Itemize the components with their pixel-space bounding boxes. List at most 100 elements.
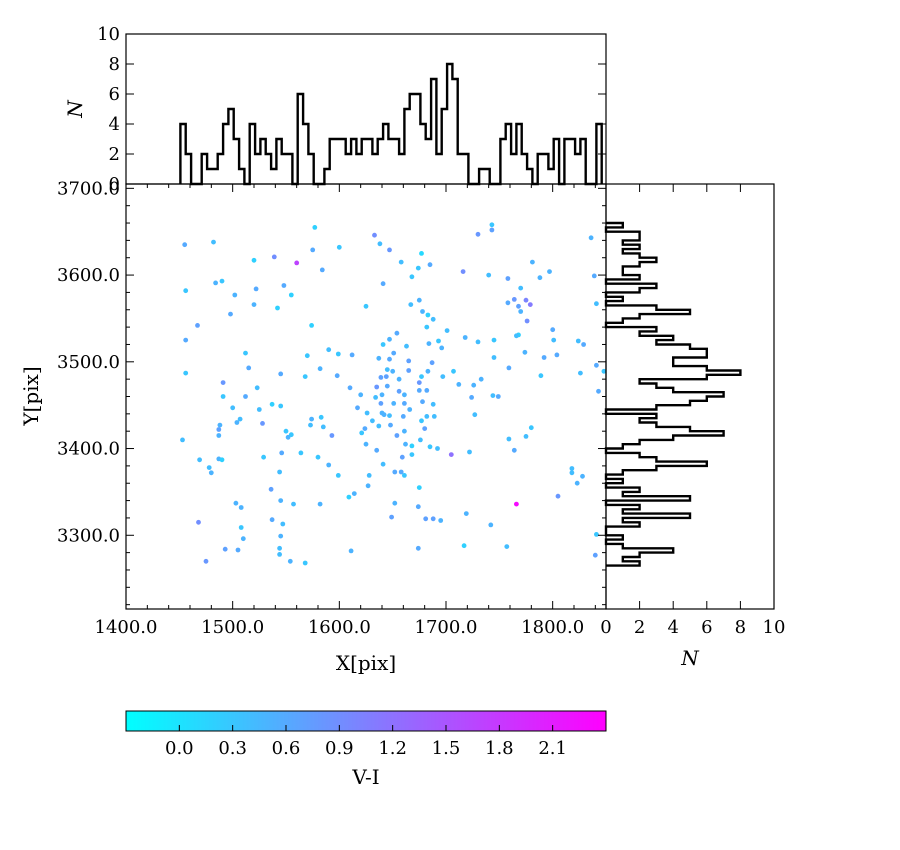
scatter-point: [594, 532, 599, 537]
top-histogram-y-tick-label: 4: [109, 114, 120, 135]
scatter-point: [376, 355, 382, 361]
scatter-point: [302, 560, 308, 566]
top-histogram-y-tick-label: 6: [109, 84, 120, 105]
scatter-point: [364, 410, 370, 416]
scatter-point: [506, 436, 512, 442]
scatter-point: [423, 516, 429, 522]
scatter-point: [491, 355, 497, 360]
scatter-point: [398, 469, 404, 475]
scatter-point: [336, 244, 342, 250]
scatter-point: [391, 350, 397, 356]
scatter-point: [383, 374, 389, 379]
scatter-point: [594, 301, 599, 307]
scatter-point: [403, 441, 408, 447]
scatter-point: [575, 338, 581, 344]
scatter-point: [182, 242, 188, 248]
scatter-point: [380, 281, 386, 287]
scatter-point: [351, 491, 357, 496]
scatter-point: [317, 501, 323, 507]
top-histogram-y-ticks: 0 2 4 6 8 10: [97, 24, 606, 195]
scatter-point: [424, 388, 430, 393]
scatter-point: [222, 546, 228, 552]
scatter-point: [429, 360, 435, 366]
scatter-point: [415, 545, 421, 551]
scatter-point: [416, 380, 422, 385]
scatter-point: [490, 393, 496, 398]
right-histogram-panel: 0 2 4 6 8 10 N: [600, 183, 785, 670]
scatter-point: [554, 352, 560, 358]
scatter-point: [440, 374, 446, 379]
scatter-point: [279, 450, 285, 456]
scatter-point: [523, 297, 529, 303]
scatter-point: [216, 433, 222, 438]
scatter-point: [261, 454, 266, 460]
scatter-point: [310, 247, 316, 253]
scatter-point: [277, 545, 282, 551]
scatter-y-tick-label: 3400.0: [57, 439, 120, 460]
scatter-point: [456, 382, 462, 387]
scatter-point: [402, 401, 407, 406]
scatter-point: [268, 486, 274, 492]
scatter-point: [471, 382, 477, 388]
scatter-point: [317, 366, 323, 372]
scatter-point: [235, 547, 241, 553]
scatter-point: [280, 521, 286, 527]
scatter-point: [537, 275, 543, 281]
scatter-point: [384, 383, 390, 389]
scatter-point: [516, 303, 521, 309]
scatter-x-tick-label: 1400.0: [95, 617, 158, 638]
scatter-point: [402, 428, 407, 434]
scatter-point: [277, 469, 282, 475]
scatter-point: [329, 433, 335, 438]
colorbar-tick-label: 0.3: [218, 738, 247, 759]
scatter-y-tick-label: 3600.0: [57, 265, 120, 286]
scatter-point: [415, 504, 421, 510]
scatter-point: [238, 505, 244, 510]
scatter-point: [206, 465, 212, 470]
scatter-point: [399, 454, 405, 460]
scatter-point: [256, 407, 262, 412]
scatter-point: [478, 376, 484, 382]
top-histogram-frame: [125, 33, 607, 185]
scatter-point: [491, 337, 497, 343]
scatter-point: [425, 368, 431, 374]
scatter-point: [588, 235, 594, 241]
scatter-point: [394, 433, 400, 438]
scatter-point: [281, 283, 287, 288]
scatter-point: [392, 500, 398, 506]
scatter-point: [251, 302, 257, 307]
scatter-point: [422, 426, 428, 431]
scatter-y-tick-label: 3300.0: [57, 525, 120, 546]
scatter-point: [601, 368, 607, 374]
scatter-point: [555, 493, 561, 499]
scatter-ylabel: Y[pix]: [19, 366, 43, 426]
scatter-y-ticks: 3300.0 3400.0 3500.0 3600.0 3700.0: [57, 178, 606, 606]
scatter-point: [425, 312, 431, 318]
right-histogram-x-tick-label: 8: [735, 617, 746, 638]
right-histogram-x-tick-label: 4: [667, 617, 678, 638]
scatter-point: [522, 349, 528, 355]
scatter-point: [285, 434, 291, 440]
colorbar-tick-label: 1.2: [378, 738, 407, 759]
right-histogram-frame: [605, 183, 775, 610]
scatter-point: [233, 500, 239, 506]
scatter-point: [318, 414, 324, 420]
scatter-point: [312, 225, 318, 230]
colorbar-tick-label: 0.0: [165, 738, 194, 759]
scatter-point: [409, 274, 415, 280]
scatter-point: [527, 302, 533, 307]
scatter-point: [389, 514, 394, 520]
right-histogram-x-ticks: 0 2 4 6 8 10: [600, 184, 785, 638]
scatter-point: [302, 374, 308, 379]
scatter-point: [475, 231, 481, 237]
scatter-point: [431, 414, 437, 419]
scatter-point: [254, 385, 260, 391]
scatter-point: [406, 368, 412, 373]
scatter-point: [203, 558, 209, 564]
scatter-point: [234, 420, 240, 425]
scatter-point: [435, 446, 440, 451]
scatter-point: [349, 352, 355, 358]
scatter-point: [396, 376, 402, 382]
scatter-point: [287, 558, 293, 564]
